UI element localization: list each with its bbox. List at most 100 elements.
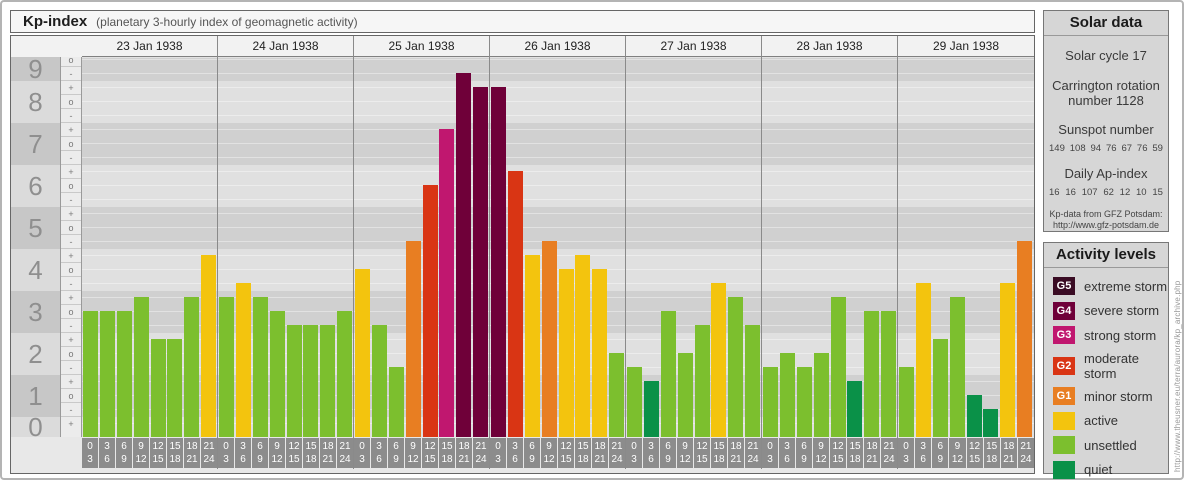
y-axis-number: 2 [28, 338, 43, 369]
day-column: 29 Jan 1938 0 3 3 6 6 9 9 12 12 15 15 18 18 21 21 24 [898, 36, 1034, 469]
ap-values: 16 16 107 62 12 10 15 [1044, 187, 1168, 198]
hour-slot-label: 21 24 [745, 438, 761, 468]
kp-bar [253, 297, 268, 437]
ap-title: Daily Ap-index [1064, 166, 1148, 181]
kp-bar [592, 269, 607, 437]
y-subtick: o [61, 94, 81, 108]
y-subtick: o [61, 388, 81, 402]
day-header: 28 Jan 1938 [762, 36, 897, 57]
y-subtick: - [61, 234, 81, 248]
hour-slot-label: 9 12 [269, 438, 285, 468]
credit-line2: http://www.gfz-potsdam.de [1052, 220, 1160, 230]
day-header: 24 Jan 1938 [218, 36, 353, 57]
hour-slot-label: 18 21 [1000, 438, 1017, 468]
kp-bar [219, 297, 234, 437]
chart-days: 23 Jan 1938 0 3 3 6 6 9 9 12 12 15 15 18 18 21 21 24 24 J… [82, 36, 1034, 469]
kp-bar [575, 255, 590, 437]
hour-slot-label: 12 15 [694, 438, 710, 468]
legend-swatch-G2: G2 [1053, 356, 1075, 375]
hour-slot-label: 21 24 [881, 438, 897, 468]
hour-slot-label: 18 21 [728, 438, 744, 468]
sunspot-value: 149 [1049, 143, 1065, 154]
hour-slot-label: 9 12 [813, 438, 829, 468]
kp-bar [678, 353, 693, 437]
hour-labels-row: 0 3 3 6 6 9 9 12 12 15 15 18 18 21 21 24 [490, 437, 625, 468]
y-subtick: o [61, 136, 81, 150]
hour-labels-row: 0 3 3 6 6 9 9 12 12 15 15 18 18 21 21 24 [218, 437, 353, 468]
hour-slot-label: 12 15 [150, 438, 166, 468]
hour-slot-label: 21 24 [609, 438, 625, 468]
kp-bar [406, 241, 421, 437]
kp-bar [711, 283, 726, 437]
kp-bar [184, 297, 199, 437]
kp-bar [627, 367, 642, 437]
hour-slot-label: 12 15 [422, 438, 438, 468]
y-axis-number: 1 [28, 380, 43, 411]
kp-bar [491, 87, 506, 437]
hour-slot-label: 9 12 [949, 438, 966, 468]
sunspot-value: 108 [1069, 143, 1086, 154]
hour-slot-label: 15 18 [575, 438, 591, 468]
day-column: 23 Jan 1938 0 3 3 6 6 9 9 12 12 15 15 18 18 21 21 24 [82, 36, 218, 469]
sunspot-values: 149 108 94 76 67 76 59 [1044, 143, 1168, 154]
y-subtick: - [61, 108, 81, 122]
legend-label: unsettled [1084, 437, 1137, 453]
carrington-line2: number 1128 [1068, 93, 1144, 108]
y-subtick: + [61, 122, 81, 136]
legend-label: strong storm [1084, 327, 1157, 343]
hour-labels-row: 0 3 3 6 6 9 9 12 12 15 15 18 18 21 21 24 [354, 437, 489, 468]
y-axis-number: 6 [28, 170, 43, 201]
kp-bar [167, 339, 182, 437]
hour-slot-label: 18 21 [184, 438, 200, 468]
kp-bar [423, 185, 438, 437]
sunspot-value: 67 [1121, 143, 1133, 154]
hour-slot-label: 12 15 [286, 438, 302, 468]
y-subtick: + [61, 332, 81, 346]
kp-bar [270, 311, 285, 437]
solar-cycle-text: Solar cycle 17 [1065, 48, 1147, 63]
legend-label: quiet [1084, 462, 1113, 477]
hour-slot-label: 12 15 [830, 438, 846, 468]
sunspot-title: Sunspot number [1058, 122, 1154, 137]
y-subtick: + [61, 374, 81, 388]
kp-bar [899, 367, 914, 437]
kp-bar [117, 311, 132, 437]
y-subtick: - [61, 192, 81, 206]
y-subtick: + [61, 290, 81, 304]
y-subtick: - [61, 150, 81, 164]
y-axis-number: 7 [28, 128, 43, 159]
hour-slot-label: 21 24 [201, 438, 217, 468]
axis-corner [11, 36, 82, 57]
hour-slot-label: 9 12 [677, 438, 693, 468]
hour-slot-label: 18 21 [592, 438, 608, 468]
y-subtick: + [61, 206, 81, 220]
sunspot-value: 59 [1152, 143, 1163, 154]
hour-slot-label: 18 21 [320, 438, 336, 468]
legend-label: severe storm [1084, 303, 1160, 318]
legend-row: G4 severe storm [1053, 301, 1168, 320]
kp-bar [728, 297, 743, 437]
y-axis-number: 4 [28, 254, 43, 285]
kp-bar [134, 297, 149, 437]
y-axis-label-8: 8 [11, 81, 60, 123]
kp-bar [303, 325, 318, 437]
legend-swatch [1053, 411, 1075, 430]
y-subtick: + [61, 164, 81, 178]
y-subtick: o [61, 346, 81, 360]
hour-slot-label: 21 24 [473, 438, 489, 468]
legend-row: quiet [1053, 460, 1168, 479]
legend-label: moderate storm [1084, 350, 1139, 381]
y-axis-subticks: o - + o - + o - + o - + o - + o - + o - + o - + o - + [60, 57, 82, 437]
kp-bar [881, 311, 896, 437]
hour-slot-label: 15 18 [711, 438, 727, 468]
kp-bar [151, 339, 166, 437]
carrington-line1: Carrington rotation [1052, 78, 1160, 93]
kp-bar [933, 339, 948, 437]
hour-slot-label: 15 18 [167, 438, 183, 468]
y-axis-label-1: 1 [11, 375, 60, 417]
